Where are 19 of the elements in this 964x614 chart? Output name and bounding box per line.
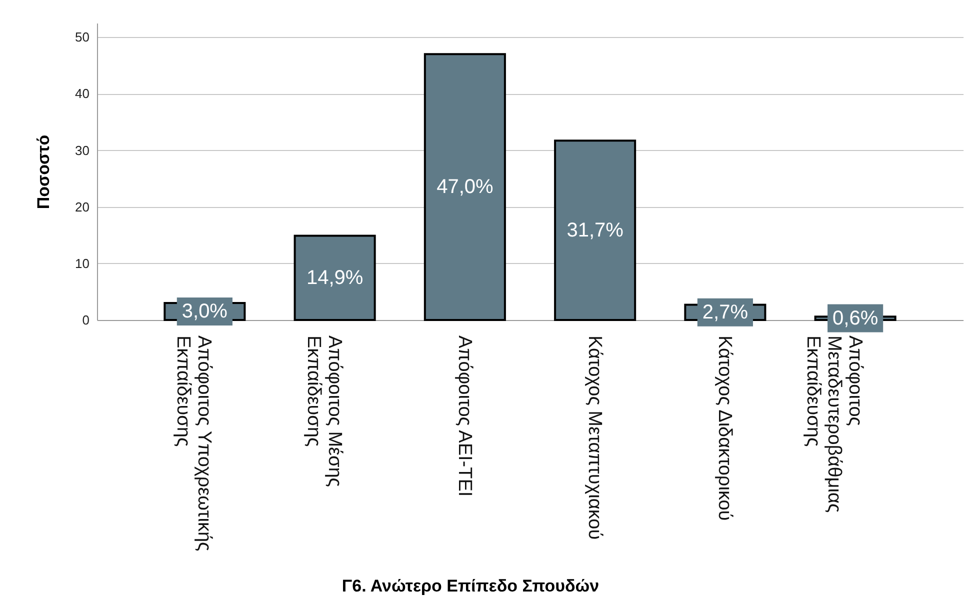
y-tick-label: 30 <box>75 142 90 158</box>
x-tick-label: Κάτοχος Διδακτορικού <box>714 336 736 521</box>
data-label: 14,9% <box>306 266 364 289</box>
x-tick-label: Απόφοιτος Μέσης Εκπαίδευσης <box>302 336 345 487</box>
x-tick-label: Απόφοιτος ΑΕΙ-ΤΕΙ <box>454 336 475 497</box>
y-tick-label: 40 <box>75 86 90 102</box>
x-tick-label: Κάτοχος Μεταπτυχιακού <box>584 336 606 540</box>
x-tick-label: Απόφοιτος Μεταδευτεροβάθμιας Εκπαίδευσης <box>802 336 866 513</box>
x-tick-label: Απόφοιτος Υποχρεωτικής Εκπαίδευσης <box>172 336 215 552</box>
bar <box>554 140 636 321</box>
y-tick-label: 20 <box>75 199 90 214</box>
y-tick-label: 50 <box>75 30 90 45</box>
data-label: 47,0% <box>436 176 494 198</box>
bar <box>424 53 506 321</box>
y-axis-title: Ποσοστό <box>34 134 54 210</box>
y-tick-label: 10 <box>75 256 90 271</box>
y-tick-label: 0 <box>82 312 90 328</box>
data-label: 31,7% <box>566 219 624 242</box>
x-axis-title: Γ6. Ανώτερο Επίπεδο Σπουδών <box>342 576 600 596</box>
